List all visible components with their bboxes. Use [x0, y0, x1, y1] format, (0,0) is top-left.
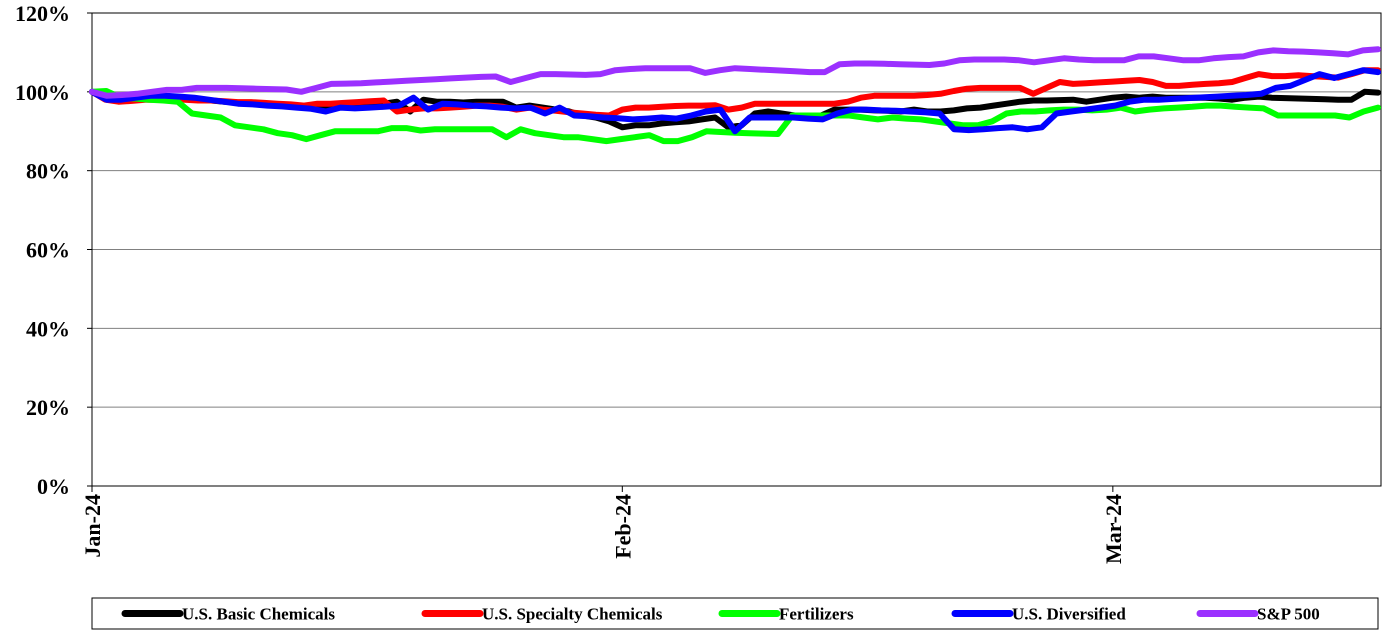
legend-label: S&P 500: [1257, 605, 1320, 624]
y-tick-label: 120%: [15, 1, 70, 26]
y-tick-label: 60%: [26, 238, 70, 263]
y-tick-label: 40%: [26, 316, 70, 341]
y-tick-label: 100%: [15, 80, 70, 105]
series-line: [89, 67, 1381, 119]
legend-label: U.S. Specialty Chemicals: [482, 605, 663, 624]
series-line: [89, 46, 1381, 99]
legend-label: U.S. Diversified: [1012, 605, 1126, 624]
axes: 0% 20% 40% 60% 80% 100% 120% Jan-24 Feb-24 Mar-24: [15, 1, 1382, 564]
y-tick-label: 0%: [37, 474, 70, 499]
x-tick-label: Feb-24: [610, 494, 635, 559]
legend: U.S. Basic Chemicals U.S. Specialty Chemi…: [91, 597, 1379, 630]
series-line: [89, 67, 1381, 135]
legend-label: Fertilizers: [779, 605, 854, 624]
legend-label: U.S. Basic Chemicals: [182, 605, 335, 624]
y-tick-label: 80%: [26, 159, 70, 184]
y-tick-label: 20%: [26, 395, 70, 420]
series-lines: [89, 46, 1381, 145]
gridlines: [92, 91, 1381, 408]
x-tick-label: Mar-24: [1101, 494, 1126, 564]
x-tick-label: Jan-24: [80, 494, 105, 558]
